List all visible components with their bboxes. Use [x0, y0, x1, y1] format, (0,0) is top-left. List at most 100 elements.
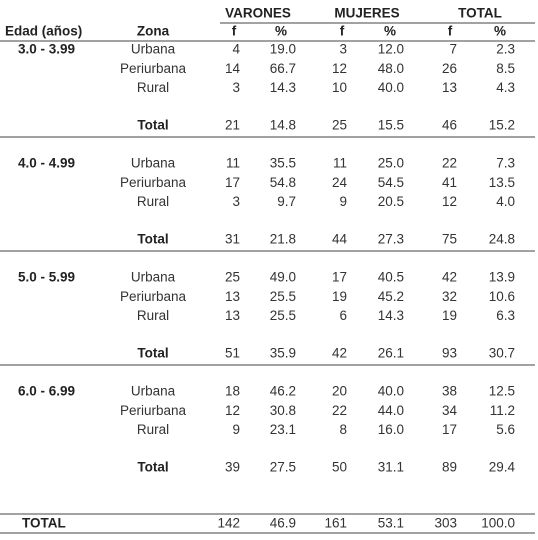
cell: 19.0 [270, 42, 296, 57]
row-label: Periurbana [120, 175, 187, 190]
cell: 22 [442, 156, 457, 171]
cell: 8.5 [496, 61, 515, 76]
cell: 54.8 [270, 175, 296, 190]
column-header: % [384, 24, 396, 39]
cell: 12 [225, 403, 240, 418]
cell: 5.6 [496, 422, 515, 437]
cell: 23.1 [270, 422, 296, 437]
cell: 44.0 [378, 403, 404, 418]
cell: 15.5 [378, 118, 404, 133]
age-group: 4.0 - 4.99 [18, 156, 75, 171]
cell: 27.3 [378, 232, 404, 247]
row-label: Urbana [131, 270, 176, 285]
cell: 11.2 [490, 403, 515, 418]
cell: 34 [442, 403, 458, 418]
cell: 21.8 [270, 232, 296, 247]
cell: 7 [449, 42, 457, 57]
cell: 35.5 [270, 156, 296, 171]
cell: 11 [226, 156, 240, 171]
row-label: Rural [137, 80, 169, 95]
cell: 4.0 [496, 194, 515, 209]
cell: 24.8 [489, 232, 515, 247]
cell: 13 [442, 80, 457, 95]
cell: 13.9 [489, 270, 515, 285]
cell: 12 [442, 194, 457, 209]
cell: 18 [225, 384, 240, 399]
cell: 31 [225, 232, 240, 247]
cell: 161 [324, 516, 347, 531]
row-label: Rural [137, 194, 169, 209]
cell: 46.2 [270, 384, 296, 399]
age-group: 3.0 - 3.99 [18, 42, 75, 57]
cell: 4 [232, 42, 240, 57]
cell: 14 [225, 61, 241, 76]
cell: 8 [339, 422, 347, 437]
cell: 41 [442, 175, 457, 190]
cell: 22 [332, 403, 347, 418]
cell: 53.1 [378, 516, 404, 531]
cell: 17 [442, 422, 457, 437]
cell: 40.5 [378, 270, 404, 285]
cell: 40.0 [378, 80, 404, 95]
cell: 21 [225, 118, 240, 133]
cell: 20 [332, 384, 347, 399]
group-header: MUJERES [334, 6, 399, 21]
cell: 3 [232, 80, 240, 95]
cell: 2.3 [496, 42, 515, 57]
cell: 50 [332, 460, 347, 475]
row-label: Periurbana [120, 403, 187, 418]
cell: 89 [442, 460, 457, 475]
age-group: 5.0 - 5.99 [18, 270, 75, 285]
column-header: f [340, 24, 345, 39]
cell: 54.5 [378, 175, 404, 190]
cell: 31.1 [378, 460, 404, 475]
row-label: Total [137, 460, 168, 475]
cell: 40.0 [378, 384, 404, 399]
row-label: Periurbana [120, 289, 187, 304]
cell: 12.0 [378, 42, 404, 57]
row-label: Urbana [131, 384, 176, 399]
cell: 14.3 [270, 80, 296, 95]
row-label: TOTAL [22, 516, 66, 531]
cell: 142 [217, 516, 240, 531]
column-header: Zona [137, 24, 170, 39]
column-header: % [494, 24, 506, 39]
cell: 25 [332, 118, 347, 133]
cell: 29.4 [489, 460, 516, 475]
cell: 25 [225, 270, 240, 285]
cell: 66.7 [270, 61, 296, 76]
cell: 12 [332, 61, 347, 76]
cell: 19 [332, 289, 347, 304]
cell: 48.0 [378, 61, 404, 76]
cell: 13 [225, 289, 240, 304]
cell: 45.2 [378, 289, 404, 304]
cell: 24 [332, 175, 348, 190]
cell: 32 [442, 289, 457, 304]
cell: 13.5 [489, 175, 515, 190]
cell: 303 [434, 516, 457, 531]
cell: 6.3 [496, 308, 515, 323]
cell: 9 [339, 194, 347, 209]
cell: 26 [442, 61, 457, 76]
cell: 20.5 [378, 194, 404, 209]
row-label: Rural [137, 422, 169, 437]
cell: 25.5 [270, 289, 296, 304]
row-label: Rural [137, 308, 169, 323]
cell: 6 [339, 308, 347, 323]
column-header: f [448, 24, 453, 39]
cell: 25.0 [378, 156, 404, 171]
group-header: TOTAL [458, 6, 502, 21]
cell: 38 [442, 384, 457, 399]
cell: 42 [332, 346, 347, 361]
cell: 12.5 [489, 384, 515, 399]
cell: 49.0 [270, 270, 296, 285]
age-group: 6.0 - 6.99 [18, 384, 75, 399]
cell: 15.2 [489, 118, 515, 133]
cell: 30.7 [489, 346, 515, 361]
cell: 9.7 [277, 194, 296, 209]
cell: 3 [232, 194, 240, 209]
cell: 27.5 [270, 460, 296, 475]
cell: 14.8 [270, 118, 296, 133]
cell: 16.0 [378, 422, 404, 437]
